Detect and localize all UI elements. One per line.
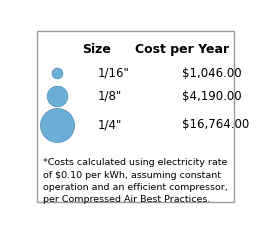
Text: $16,764.00: $16,764.00 [182, 118, 249, 131]
Text: Cost per Year: Cost per Year [135, 43, 229, 56]
Text: Size: Size [82, 43, 111, 56]
Text: $4,190.00: $4,190.00 [182, 90, 242, 103]
Point [54, 94, 59, 98]
Text: $1,046.00: $1,046.00 [182, 67, 242, 79]
Point [54, 123, 59, 127]
FancyBboxPatch shape [37, 31, 233, 202]
Text: *Costs calculated using electricity rate
of $0.10 per kWh, assuming constant
ope: *Costs calculated using electricity rate… [43, 158, 228, 204]
Text: 1/8": 1/8" [97, 90, 122, 103]
Text: 1/16": 1/16" [97, 67, 129, 79]
Text: 1/4": 1/4" [97, 118, 122, 131]
Point [54, 71, 59, 75]
